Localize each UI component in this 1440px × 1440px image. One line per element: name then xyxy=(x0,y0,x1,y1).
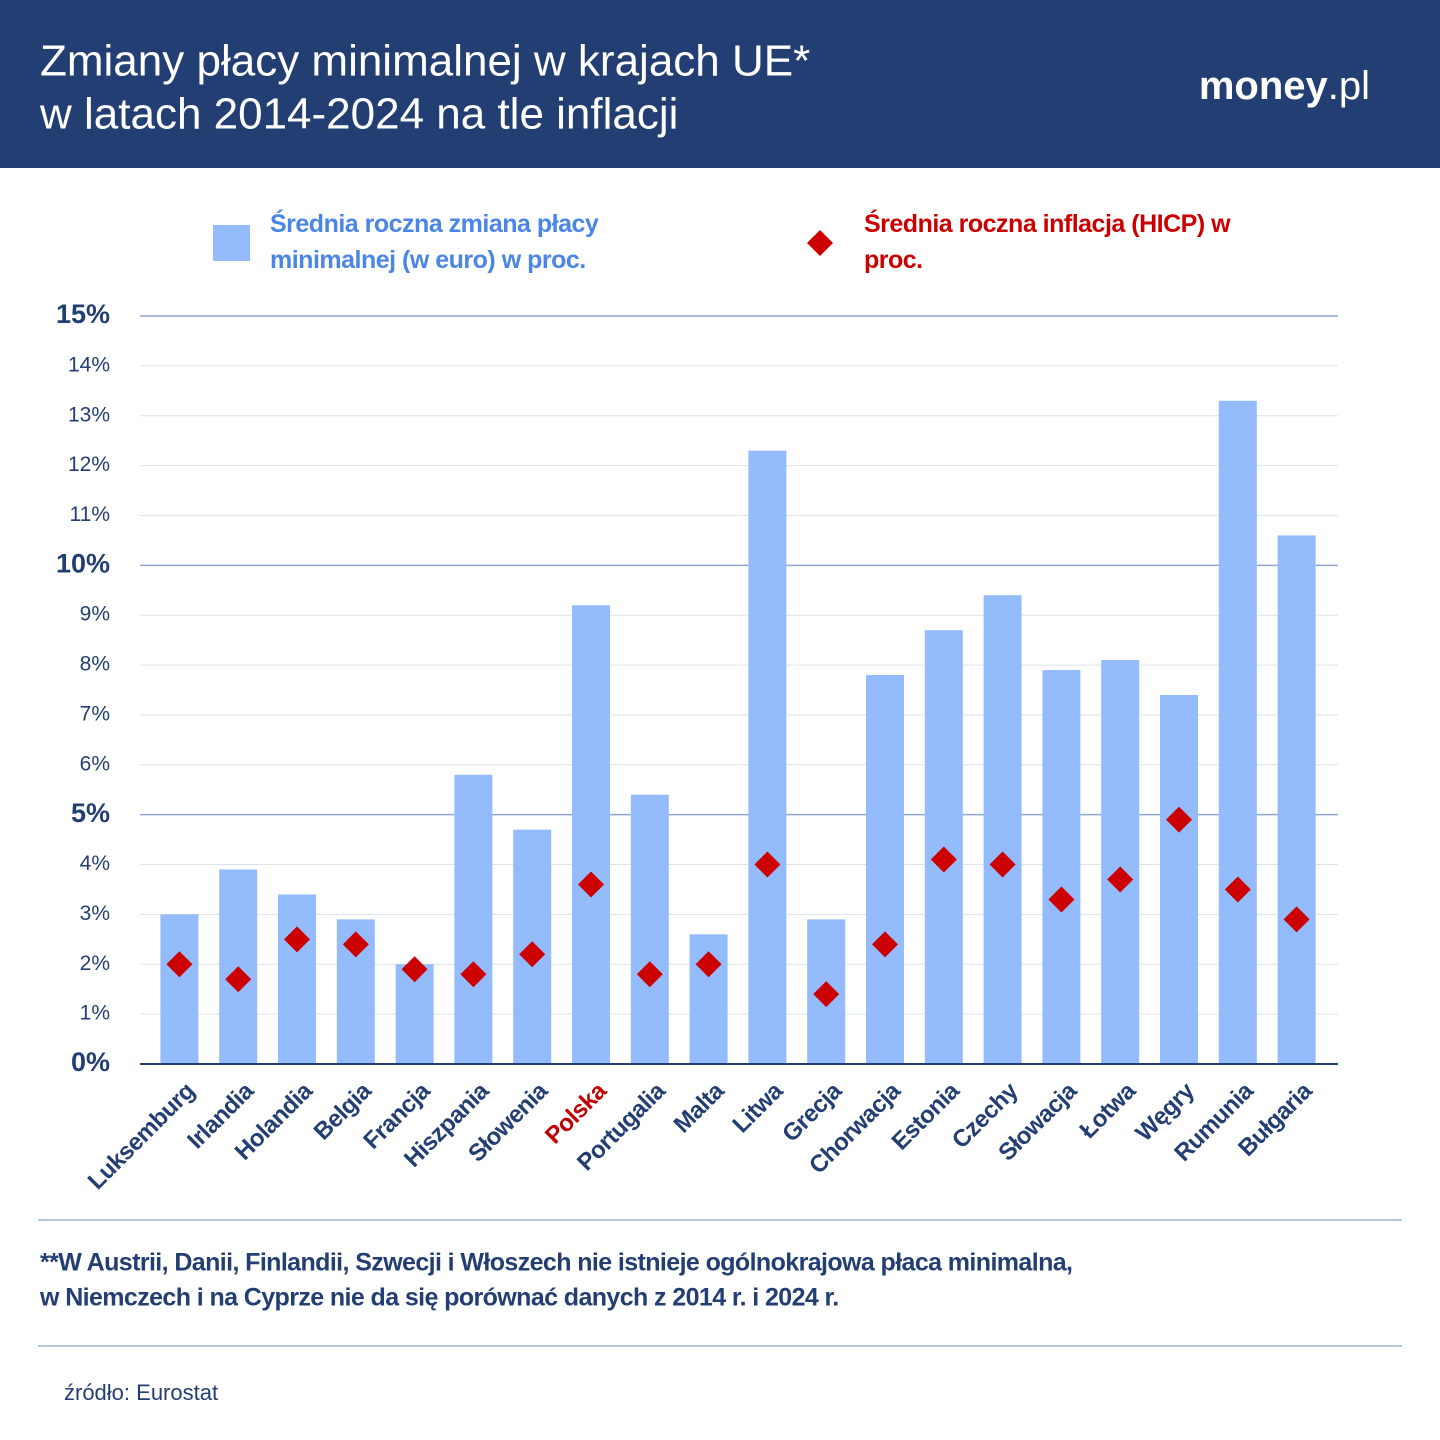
marker xyxy=(989,851,1016,878)
y-tick-label: 3% xyxy=(80,902,110,925)
bar xyxy=(866,675,904,1064)
x-tick-label: Estonia xyxy=(887,1077,966,1156)
logo-main: money xyxy=(1199,64,1329,108)
footnote: **W Austrii, Danii, Finlandii, Szwecji i… xyxy=(40,1249,1072,1277)
bar xyxy=(1042,670,1081,1064)
marker xyxy=(872,931,898,958)
y-tick-label: 5% xyxy=(71,798,110,828)
marker xyxy=(342,931,369,958)
marker xyxy=(460,961,487,988)
y-tick-label: 8% xyxy=(80,653,110,676)
source: źródło: Eurostat xyxy=(64,1380,218,1405)
bar xyxy=(748,450,787,1064)
y-tick-label: 14% xyxy=(68,353,110,376)
marker xyxy=(930,846,957,873)
legend-label: Średnia roczna zmiana płacy minimalnej (… xyxy=(270,210,599,274)
marker xyxy=(636,961,663,988)
bar xyxy=(1160,694,1198,1064)
x-tick-label: Malta xyxy=(669,1077,731,1139)
legend-label: Średnia roczna inflacja (HICP) w proc. xyxy=(864,210,1231,274)
bar xyxy=(160,914,199,1064)
y-tick-label: 9% xyxy=(80,603,110,626)
marker xyxy=(225,966,252,993)
marker xyxy=(1283,906,1310,933)
y-tick-label: 12% xyxy=(68,453,110,476)
marker xyxy=(1107,866,1134,893)
y-tick-label: 13% xyxy=(68,403,110,426)
legend-swatch xyxy=(213,225,250,261)
y-tick-label: 0% xyxy=(71,1047,110,1077)
marker xyxy=(754,851,781,878)
y-tick-label: 2% xyxy=(80,952,110,975)
bar xyxy=(278,894,316,1064)
marker xyxy=(578,871,604,898)
marker xyxy=(284,926,310,953)
marker xyxy=(401,956,428,983)
marker xyxy=(813,981,840,1008)
marker xyxy=(1048,886,1075,913)
bar xyxy=(1218,400,1257,1065)
marker xyxy=(1166,806,1192,833)
header xyxy=(0,0,1440,168)
chart-title: w latach 2014-2024 na tle inflacji xyxy=(39,90,678,139)
chart-title: Zmiany płacy minimalnej w krajach UE* xyxy=(40,37,810,86)
marker xyxy=(166,951,193,978)
bar xyxy=(630,794,669,1064)
logo-suffix: .pl xyxy=(1328,64,1370,108)
legend-swatch xyxy=(807,230,833,256)
bar xyxy=(983,595,1022,1064)
x-tick-label: Łotwa xyxy=(1075,1077,1142,1144)
y-tick-label: 1% xyxy=(80,1002,110,1025)
bar xyxy=(1101,660,1140,1064)
y-tick-label: 15% xyxy=(56,299,110,329)
bar xyxy=(572,605,610,1064)
y-tick-label: 7% xyxy=(80,702,110,725)
bar xyxy=(1277,535,1316,1064)
y-tick-label: 11% xyxy=(70,503,110,526)
marker xyxy=(695,951,722,978)
bar xyxy=(454,774,493,1064)
y-tick-label: 4% xyxy=(80,852,110,875)
y-tick-label: 10% xyxy=(56,548,110,578)
marker xyxy=(1224,876,1251,903)
marker xyxy=(519,941,546,968)
logo: money.pl xyxy=(1199,64,1370,108)
footnote: w Niemczech i na Cyprze nie da się porów… xyxy=(39,1284,839,1312)
y-tick-label: 6% xyxy=(80,752,110,775)
